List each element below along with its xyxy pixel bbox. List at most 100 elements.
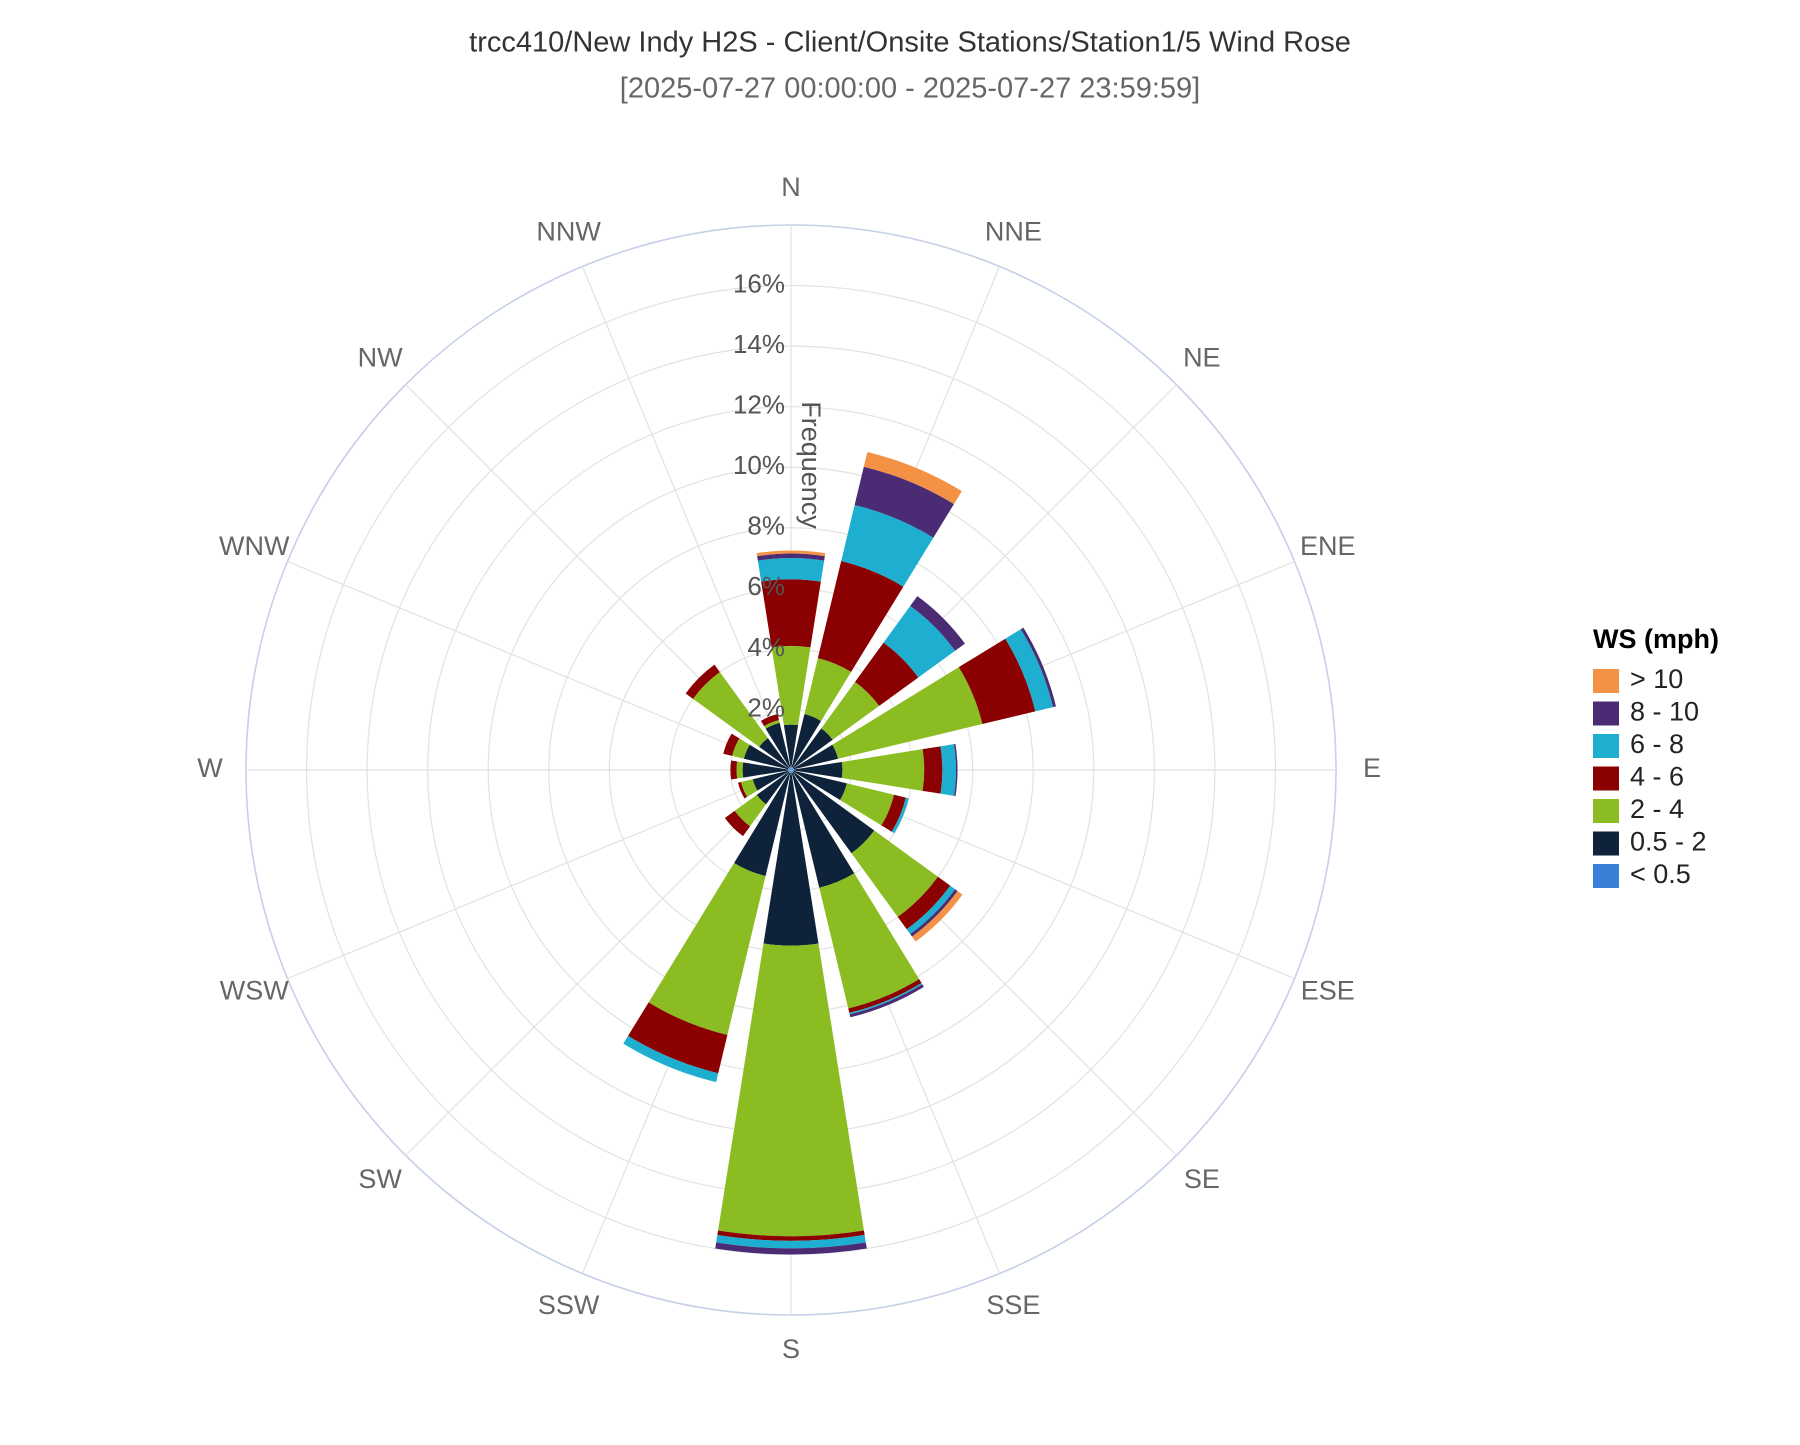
wind-segment (787, 769, 791, 771)
wind-segment (912, 891, 963, 942)
wind-segment (883, 605, 956, 678)
wind-segment (854, 466, 954, 538)
legend-label: 2 - 4 (1630, 794, 1684, 824)
wind-segment (736, 761, 744, 779)
wind-segment (863, 452, 962, 505)
wind-segment (841, 749, 925, 791)
wind-segment (1020, 627, 1056, 708)
spoke (287, 769, 792, 980)
r-tick-label: 2% (747, 692, 785, 722)
wind-segment (716, 1235, 866, 1249)
wind-segment (821, 681, 880, 740)
r-tick-label: 6% (747, 571, 785, 601)
wind-segment (743, 744, 789, 770)
direction-label: E (1363, 753, 1381, 783)
r-tick-label: 14% (733, 329, 785, 359)
chart-title: trcc410/New Indy H2S - Client/Onsite Sta… (469, 27, 1351, 59)
wind-segment (791, 768, 794, 770)
wind-segment (791, 772, 855, 888)
direction-label: NE (1183, 342, 1221, 372)
wind-segment (771, 645, 811, 726)
wind-segment (792, 728, 833, 769)
direction-label: W (197, 753, 223, 783)
wind-segment (793, 744, 839, 770)
spoke (287, 560, 792, 771)
wind-segment (791, 770, 794, 773)
wind-segment (940, 744, 957, 796)
wind-segment (764, 719, 780, 729)
wind-segment (715, 1242, 867, 1255)
wind-segment (791, 714, 822, 768)
wind-segment (761, 579, 821, 648)
wind-segment (817, 560, 904, 672)
r-tick-label: 4% (747, 632, 785, 662)
wind-segment (757, 553, 825, 561)
wind-segment (791, 767, 794, 770)
wind-segment (730, 760, 738, 780)
wind-segment (788, 770, 791, 772)
wind-segment (718, 943, 864, 1237)
wind-segment (685, 664, 720, 699)
direction-label: NNE (985, 216, 1042, 246)
chart-subtitle: [2025-07-27 00:00:00 - 2025-07-27 23:59:… (620, 73, 1200, 105)
wind-segment (789, 767, 791, 770)
wind-segment (788, 770, 791, 773)
wind-segment (738, 782, 748, 799)
spoke (581, 266, 792, 771)
r-tick-label: 8% (747, 511, 785, 541)
direction-label: ENE (1300, 531, 1356, 561)
direction-label: SW (358, 1164, 402, 1194)
wind-segment (897, 876, 951, 930)
wind-segment (783, 724, 799, 768)
wind-segment (832, 667, 983, 759)
wind-segment (891, 797, 909, 834)
wind-segment (958, 638, 1036, 725)
direction-label: SE (1184, 1164, 1220, 1194)
wind-segment (756, 771, 790, 805)
wind-segment (849, 984, 924, 1018)
legend-label: 4 - 6 (1630, 762, 1684, 792)
wind-segment (793, 761, 843, 779)
legend-swatch (1593, 669, 1619, 693)
wind-segment (765, 722, 791, 768)
direction-label: WSW (220, 975, 289, 1005)
wind-segment (717, 1230, 865, 1241)
wind-segment (789, 770, 791, 773)
bars (623, 452, 1056, 1255)
wind-segment (742, 762, 789, 778)
legend-swatch (1593, 864, 1619, 888)
legend-swatch (1593, 766, 1619, 791)
wind-segment (953, 743, 958, 797)
wind-segment (734, 794, 767, 827)
r-tick-label: 16% (733, 268, 785, 298)
direction-label: NNW (536, 216, 601, 246)
r-tick-label: 10% (733, 450, 785, 480)
wind-segment (922, 746, 943, 794)
wind-segment (840, 783, 895, 826)
legend-swatch (1593, 701, 1619, 726)
direction-label: SSE (986, 1290, 1040, 1320)
direction-label: ESE (1301, 975, 1355, 1005)
wind-segment (792, 771, 875, 854)
wind-segment (724, 810, 751, 837)
wind-segment (734, 772, 791, 876)
wind-segment (623, 1035, 719, 1083)
legend-label: < 0.5 (1630, 859, 1691, 889)
legend-swatch (1593, 799, 1619, 823)
wind-segment (1005, 629, 1054, 712)
wind-segment (791, 770, 794, 772)
r-tick-label: 12% (733, 390, 785, 420)
legend-swatch (1593, 831, 1619, 856)
legend-label: > 10 (1630, 664, 1683, 694)
wind-segment (788, 768, 791, 770)
wind-segment (757, 558, 825, 582)
wind-segment (732, 738, 750, 759)
legend-swatch (1593, 734, 1619, 758)
wind-segment (760, 714, 779, 727)
direction-label: S (782, 1334, 800, 1364)
direction-label: N (781, 172, 801, 202)
wind-segment (756, 550, 826, 557)
wind-segment (788, 767, 791, 770)
direction-label: SSW (538, 1290, 600, 1320)
